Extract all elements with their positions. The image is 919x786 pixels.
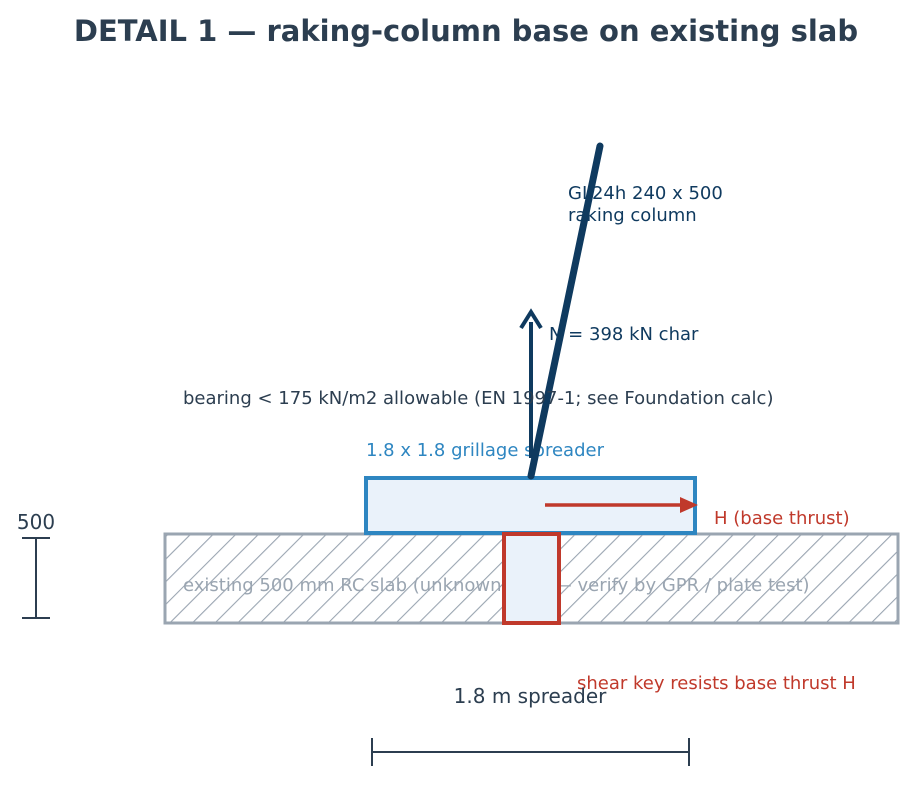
raking-column [527, 142, 604, 480]
spreader-label: 1.8 x 1.8 grillage spreader [366, 440, 605, 461]
shear-key-label: shear key resists base thrust H [577, 673, 856, 694]
axial-load-arrowhead [519, 308, 543, 330]
slab-label: existing 500 mm RC slab (unknown reinf —… [183, 575, 810, 596]
slab-thickness-dimension: 500 [17, 510, 55, 534]
column-label-line1: GL24h 240 x 500 [568, 183, 723, 204]
base-thrust-arrowhead [680, 497, 698, 513]
axial-load-label: N = 398 kN char [549, 324, 699, 345]
shear-key [502, 532, 561, 625]
bearing-note: bearing < 175 kN/m2 allowable (EN 1997-1… [183, 388, 773, 409]
column-label-line2: raking column [568, 205, 697, 226]
base-thrust-label: H (base thrust) [714, 508, 850, 529]
spreader-width-dimension-line [371, 738, 690, 766]
diagram-title: DETAIL 1 — raking-column base on existin… [74, 14, 858, 48]
slab-thickness-dimension-line [22, 537, 50, 619]
spreader-width-dimension: 1.8 m spreader [454, 684, 607, 708]
